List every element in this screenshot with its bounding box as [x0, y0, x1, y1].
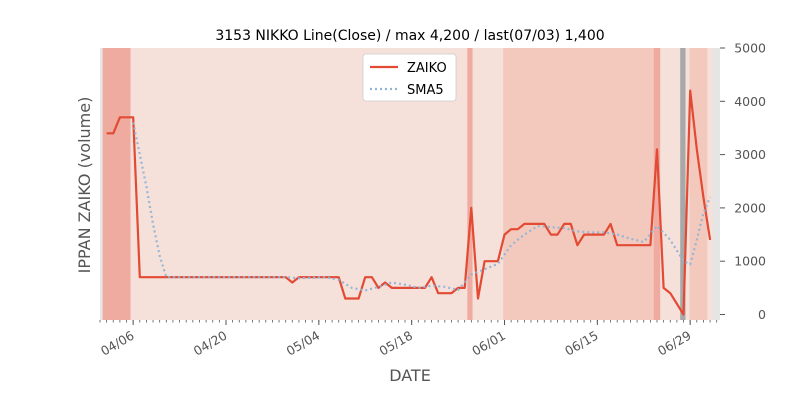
band-3 [472, 48, 504, 320]
series-line-zaiko [106, 89, 712, 316]
y-tick-label-2000: 2000 [734, 200, 766, 215]
y-tick-label-0: 0 [758, 307, 766, 322]
legend-zaiko-label: ZAIKO [407, 61, 447, 76]
band-6 [660, 48, 681, 320]
legend-sma-label: SMA5 [407, 83, 444, 98]
legend: ZAIKO SMA5 [362, 53, 457, 102]
band-5 [653, 48, 661, 320]
x-tick-label-5: 06/15 [562, 328, 601, 359]
x-tick-label-4: 06/01 [469, 328, 508, 359]
chart-title: 3153 NIKKO Line(Close) / max 4,200 / las… [215, 28, 604, 44]
x-axis-label: DATE [389, 366, 431, 385]
x-tick-label-2: 05/04 [284, 328, 323, 359]
band-4 [503, 48, 654, 320]
x-tick-label-6: 06/29 [655, 328, 694, 359]
band-10 [707, 48, 713, 320]
y-axis-label: IPPAN ZAIKO (volume) [75, 97, 94, 274]
x-axis-ticks: 04/06 04/20 05/04 05/18 06/01 06/15 06/29 [98, 320, 718, 359]
band-7 [680, 48, 686, 320]
y-tick-label-3000: 3000 [734, 147, 766, 162]
y-tick-label-5000: 5000 [734, 41, 766, 56]
series-line-sma5 [132, 122, 712, 292]
band-9 [689, 48, 708, 320]
band-0 [102, 48, 131, 320]
x-tick-label-3: 05/18 [376, 328, 415, 359]
highlight-bands [102, 48, 713, 320]
band-2 [467, 48, 473, 320]
y-tick-label-4000: 4000 [734, 94, 766, 109]
series-lines [106, 89, 712, 316]
y-tick-label-1000: 1000 [734, 254, 766, 269]
y-axis-ticks: 0 1000 2000 3000 4000 5000 [720, 41, 766, 322]
x-tick-label-1: 04/20 [191, 328, 230, 359]
x-tick-label-0: 04/06 [98, 328, 137, 359]
